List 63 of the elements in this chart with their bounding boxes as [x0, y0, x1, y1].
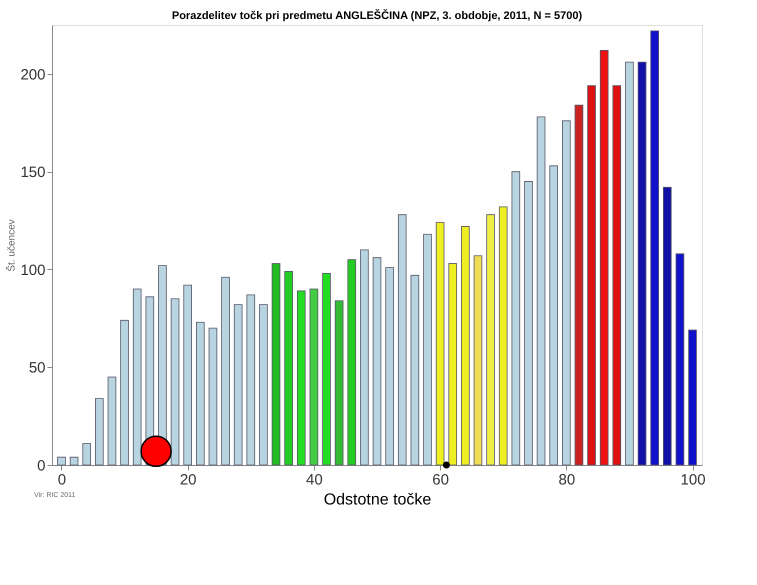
bar [587, 85, 596, 466]
bar [347, 259, 356, 466]
bar [650, 30, 659, 466]
bar [234, 304, 242, 466]
bar [600, 50, 608, 466]
bar [208, 328, 218, 466]
x-tick-label: 40 [306, 472, 323, 488]
bar [662, 186, 672, 466]
bar [638, 62, 646, 466]
bar [512, 171, 520, 466]
bar [549, 165, 558, 466]
bar [246, 294, 256, 466]
bar [360, 249, 369, 466]
bar [259, 304, 268, 466]
y-tick-label: 50 [28, 360, 46, 377]
bar [221, 276, 230, 466]
bar [486, 214, 495, 466]
bar [108, 376, 116, 466]
bar [310, 288, 318, 466]
bar [461, 226, 470, 466]
bar [334, 300, 344, 466]
x-axis-title: Odstotne točke [324, 492, 432, 508]
bar [284, 271, 293, 466]
x-tick-label: 60 [432, 472, 449, 488]
bar [436, 222, 444, 466]
x-tick-label: 100 [680, 472, 706, 488]
y-axis-title: Št. učencev [5, 219, 18, 272]
bar [82, 443, 92, 466]
bar [688, 330, 697, 466]
bar [120, 320, 129, 466]
bar [676, 253, 684, 466]
bar [196, 322, 205, 466]
bar [423, 234, 432, 466]
bar [398, 214, 407, 466]
bar [410, 274, 420, 466]
bar [562, 120, 571, 466]
y-tick-label: 100 [20, 262, 46, 279]
bar [498, 206, 508, 466]
x-tick-label: 20 [180, 472, 197, 488]
bar [574, 104, 584, 466]
chart-title: Porazdelitev točk pri predmetu ANGLEŠČINA (NPZ, 3. obdobje, 2011, N = 5700) [172, 9, 582, 22]
x-tick-label: 80 [558, 472, 576, 488]
bar [625, 62, 634, 466]
bar [536, 116, 546, 466]
bar [372, 257, 382, 466]
bar [524, 181, 533, 466]
bar [474, 255, 482, 466]
bar [183, 284, 192, 466]
bar [132, 288, 142, 466]
bar [70, 456, 78, 466]
bar [57, 456, 66, 466]
bar [612, 85, 622, 466]
bar [322, 272, 331, 466]
bar [170, 298, 180, 466]
bar [272, 263, 280, 466]
y-tick-label: 200 [20, 66, 46, 84]
bar [95, 398, 104, 466]
y-tick-label: 150 [20, 164, 46, 182]
bar [448, 263, 458, 466]
bar [385, 267, 394, 466]
x-tick-label: 0 [58, 472, 66, 488]
bar [296, 290, 306, 466]
y-tick-label: 0 [37, 458, 46, 474]
